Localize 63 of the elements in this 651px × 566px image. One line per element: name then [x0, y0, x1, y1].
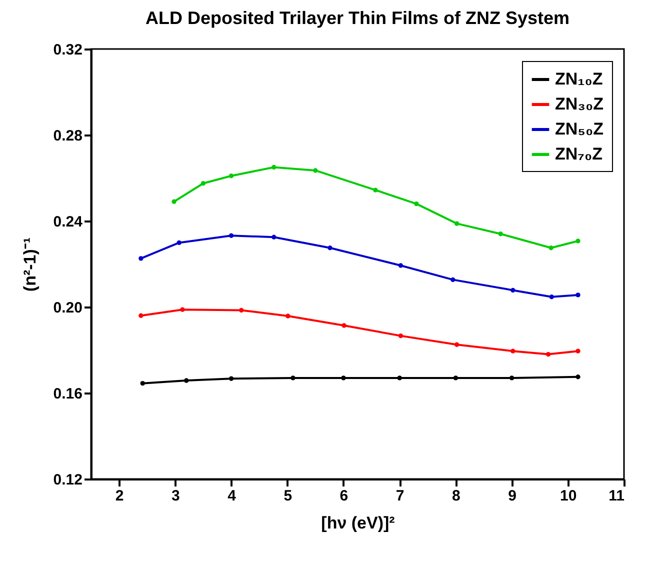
point — [398, 333, 404, 338]
point — [576, 374, 580, 380]
point — [576, 292, 580, 298]
point — [498, 232, 503, 236]
point — [228, 376, 234, 381]
point — [138, 313, 144, 318]
x-tick-label: 8 — [452, 488, 460, 504]
point — [272, 164, 276, 170]
point — [328, 246, 332, 250]
point — [172, 199, 176, 204]
y-axis-title: (n²-1)⁻¹ — [20, 237, 40, 292]
y-tick-label: 0.12 — [53, 472, 82, 488]
x-axis-title: [hν (eV)]² — [321, 514, 396, 532]
x-tick-label: 4 — [228, 488, 237, 504]
point — [414, 201, 419, 206]
point — [286, 314, 290, 318]
x-tick-label: 3 — [171, 488, 180, 504]
x-tick-label: 9 — [508, 488, 516, 504]
x-tick-label: 10 — [560, 488, 577, 504]
x-tick-label: 6 — [340, 488, 348, 504]
point — [373, 188, 378, 192]
y-tick-label: 0.32 — [53, 42, 82, 58]
point — [397, 376, 402, 380]
point — [549, 294, 554, 300]
point — [228, 233, 234, 238]
point — [398, 263, 404, 268]
point — [176, 240, 182, 246]
point — [546, 352, 551, 357]
point — [239, 308, 244, 313]
chart-title: ALD Deposited Trilayer Thin Films of ZNZ System — [145, 8, 570, 28]
y-tick-label: 0.24 — [53, 214, 84, 230]
point — [138, 256, 144, 261]
point — [180, 307, 185, 312]
point — [184, 378, 189, 383]
point — [510, 288, 516, 293]
point — [509, 376, 514, 380]
x-tick-label: 11 — [608, 488, 624, 504]
legend-label: ZN₇₀Z — [555, 144, 603, 164]
point — [341, 376, 346, 380]
x-tick-label: 7 — [396, 488, 404, 504]
x-tick-label: 5 — [284, 488, 292, 504]
point — [576, 238, 580, 244]
point — [576, 348, 580, 354]
legend-label: ZN₅₀Z — [555, 120, 604, 138]
y-tick-label: 0.28 — [53, 128, 82, 144]
x-tick-label: 2 — [115, 488, 124, 504]
y-tick-label: 0.20 — [53, 300, 82, 316]
point — [548, 246, 554, 250]
point — [342, 323, 346, 328]
point — [454, 342, 460, 347]
point — [313, 168, 318, 173]
point — [290, 376, 296, 380]
point — [228, 174, 234, 178]
point — [510, 348, 516, 354]
y-tick-label: 0.16 — [53, 386, 82, 402]
point — [454, 221, 460, 226]
point — [140, 380, 145, 386]
point — [272, 234, 276, 240]
point — [453, 376, 458, 380]
legend-label: ZN₁₀Z — [555, 70, 603, 88]
point — [200, 181, 206, 186]
point — [450, 277, 456, 282]
legend-label: ZN₃₀Z — [555, 94, 604, 114]
